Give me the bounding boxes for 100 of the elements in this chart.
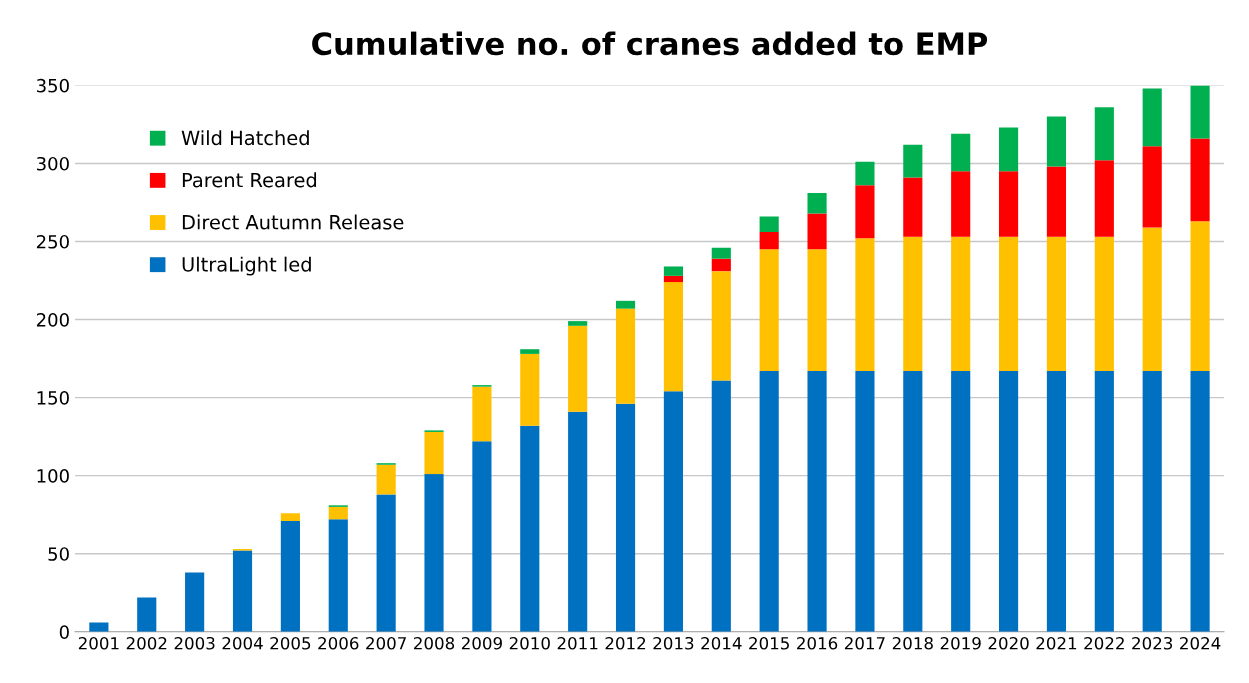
bar [615, 300, 636, 309]
bar [663, 282, 683, 392]
bar [1190, 371, 1210, 632]
bar [328, 519, 348, 632]
bar [1142, 371, 1162, 632]
y-tick-label: 250 [36, 234, 69, 249]
bar [280, 513, 300, 521]
x-tick-label: 2013 [653, 636, 694, 650]
bar [759, 249, 779, 372]
bar [855, 161, 875, 186]
bar [1142, 227, 1162, 372]
bar [1046, 116, 1067, 167]
bar [328, 506, 348, 520]
y-tick-label: 350 [36, 78, 69, 93]
bar [807, 371, 827, 632]
bar [903, 371, 923, 632]
x-tick-label: 2015 [749, 636, 789, 650]
bar [711, 247, 731, 259]
y-tick-label: 150 [37, 391, 69, 405]
x-tick-label: 2002 [126, 636, 167, 650]
bar [807, 193, 827, 214]
x-tick-label: 2017 [844, 636, 885, 650]
bar [424, 431, 444, 475]
x-tick-label: 2020 [988, 636, 1029, 650]
bar [568, 325, 588, 412]
bar [759, 232, 779, 250]
bar [568, 411, 588, 632]
y-tick-label: 50 [48, 547, 69, 561]
bar [1094, 107, 1114, 161]
x-tick-label: 2001 [78, 636, 119, 650]
y-tick-label: 100 [37, 469, 69, 483]
bar [951, 371, 971, 632]
bar [89, 622, 109, 632]
bar [1094, 160, 1114, 237]
bar [1094, 371, 1114, 632]
bar [663, 391, 683, 632]
bar [137, 597, 157, 632]
bar [998, 127, 1019, 172]
bar [711, 271, 731, 381]
bar [951, 236, 971, 372]
bar [520, 353, 540, 426]
bar [951, 133, 971, 172]
bar [376, 464, 396, 495]
bar [615, 308, 636, 404]
x-tick-label: 2005 [270, 636, 311, 650]
x-tick-label: 2019 [940, 636, 981, 650]
bar [472, 441, 492, 632]
bar [1190, 221, 1210, 372]
bar [472, 386, 492, 442]
x-tick-label: 2024 [1180, 636, 1221, 650]
bar [280, 520, 300, 632]
x-tick-label: 2014 [701, 636, 742, 650]
x-tick-label: 2023 [1132, 636, 1173, 650]
x-tick-label: 2016 [797, 636, 838, 650]
bar [1142, 88, 1162, 147]
y-tick-label: 0 [59, 625, 69, 639]
bar [185, 572, 205, 632]
bar [807, 249, 827, 372]
x-tick-label: 2009 [461, 636, 502, 650]
bar [711, 258, 731, 272]
bar [903, 236, 923, 372]
bar [1094, 236, 1114, 372]
bar [232, 550, 253, 632]
bar [951, 171, 971, 237]
bar [855, 185, 875, 239]
bar [615, 403, 636, 632]
x-tick-label: 2022 [1084, 636, 1124, 650]
x-tick-label: 2018 [892, 636, 933, 650]
x-tick-label: 2008 [414, 636, 455, 650]
x-tick-label: 2010 [509, 636, 550, 650]
bar [998, 236, 1019, 372]
x-tick-label: 2006 [318, 636, 359, 650]
x-tick-label: 2011 [557, 636, 598, 650]
y-tick-label: 200 [36, 313, 69, 327]
y-tick-label: 300 [36, 156, 69, 171]
bar [1046, 371, 1067, 632]
bar [1190, 138, 1210, 222]
x-tick-label: 2004 [222, 636, 263, 650]
x-tick-label: 2021 [1036, 636, 1077, 650]
legend-label: UltraLight led [182, 256, 311, 276]
bar [1190, 85, 1210, 139]
bar [663, 266, 683, 276]
bar [1142, 146, 1162, 228]
x-tick-label: 2012 [605, 636, 646, 650]
bar [1046, 236, 1067, 372]
bar [759, 371, 779, 632]
bar [711, 380, 731, 632]
bar [903, 144, 923, 178]
x-tick-label: 2007 [366, 636, 406, 650]
legend-label: Wild Hatched [181, 130, 309, 146]
bar [855, 238, 875, 372]
bar [520, 349, 540, 354]
bar [807, 213, 827, 250]
bar [998, 171, 1019, 237]
bar [520, 425, 540, 632]
bar [759, 216, 779, 233]
bar [855, 371, 875, 632]
chart-title: Cumulative no. of cranes added to EMP [312, 31, 988, 56]
bar [424, 474, 444, 632]
legend-label: Direct Autumn Release [182, 214, 404, 230]
